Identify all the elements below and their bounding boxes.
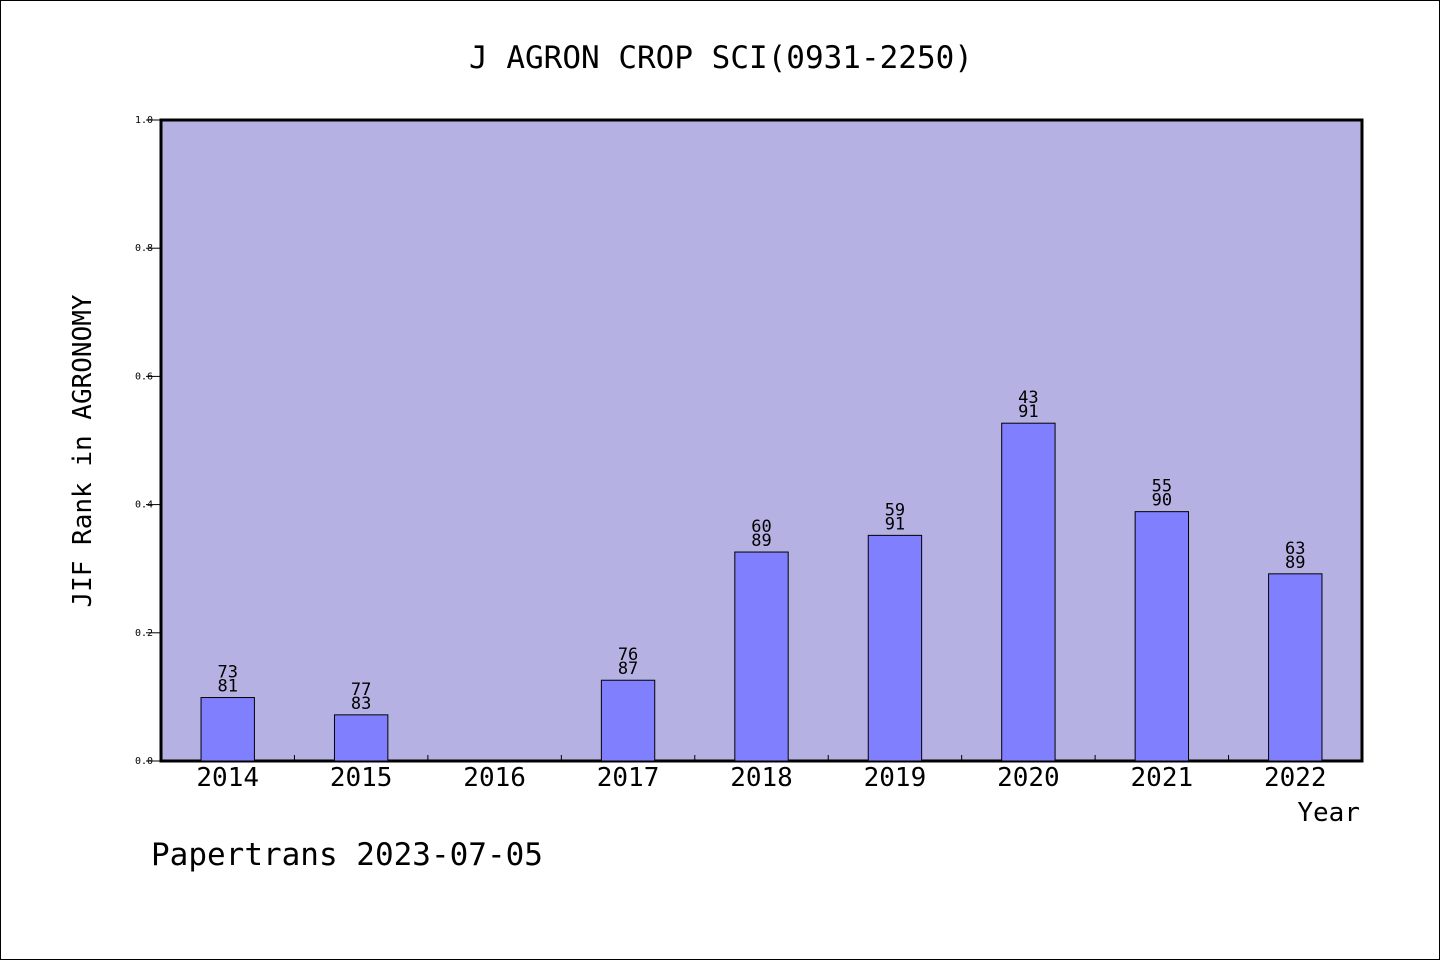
bar-2019 [867, 534, 923, 762]
bar-label-total: 89 [1285, 553, 1305, 573]
y-tick-label: 0.0 [135, 756, 153, 767]
bar-2014 [200, 697, 255, 762]
y-tick-label: 0.6 [135, 371, 153, 382]
bar-2015 [333, 714, 389, 762]
x-tick-label: 2019 [864, 763, 927, 793]
bar-label-rank: 55 [1152, 477, 1172, 497]
bar-label-total: 89 [751, 531, 771, 551]
y-axis-label: JIF Rank in AGRONOMY [68, 294, 98, 607]
x-axis-label: Year [1297, 798, 1360, 828]
x-tick-label: 2016 [463, 763, 526, 793]
y-tick-label: 1.0 [135, 115, 153, 126]
x-axis: 2014 2015 2016 2017 2018 2019 2020 2021 2022 [196, 755, 1327, 793]
bar-label-total: 91 [1018, 402, 1038, 422]
x-tick-label: 2020 [997, 763, 1060, 793]
bar-label-rank: 60 [751, 517, 771, 537]
bar-label-total: 87 [618, 659, 638, 679]
chart-title: J AGRON CROP SCI(0931-2250) [469, 40, 973, 76]
bar-label-total: 90 [1152, 491, 1172, 511]
y-tick-label: 0.4 [135, 500, 153, 511]
bar-label-rank: 73 [217, 663, 237, 683]
y-tick-label: 0.8 [135, 243, 153, 254]
bar-series [200, 422, 1323, 762]
bar-label-rank: 76 [618, 645, 638, 665]
bar-2021 [1134, 511, 1190, 762]
y-axis: 0.0 0.2 0.4 0.6 0.8 1.0 [135, 115, 161, 767]
x-tick-label: 2022 [1264, 763, 1327, 793]
footer-note: Papertrans 2023-07-05 [151, 837, 543, 873]
x-tick-label: 2015 [330, 763, 393, 793]
bar-label-total: 83 [351, 694, 371, 714]
bar-label-rank: 77 [351, 680, 371, 700]
bar-2020 [1001, 422, 1056, 762]
bar-label-rank: 59 [885, 500, 905, 520]
bar-2017 [600, 679, 656, 762]
bar-2018 [734, 551, 789, 762]
bar-label-total: 91 [885, 514, 905, 534]
bar-label-rank: 63 [1285, 539, 1305, 559]
x-tick-label: 2017 [597, 763, 660, 793]
bar-label-rank: 43 [1018, 388, 1038, 408]
bar-label-total: 81 [217, 677, 237, 697]
x-tick-label: 2021 [1131, 763, 1194, 793]
y-tick-label: 0.2 [135, 628, 153, 639]
x-tick-label: 2014 [196, 763, 259, 793]
x-tick-label: 2018 [730, 763, 793, 793]
bar-2022 [1268, 573, 1323, 762]
